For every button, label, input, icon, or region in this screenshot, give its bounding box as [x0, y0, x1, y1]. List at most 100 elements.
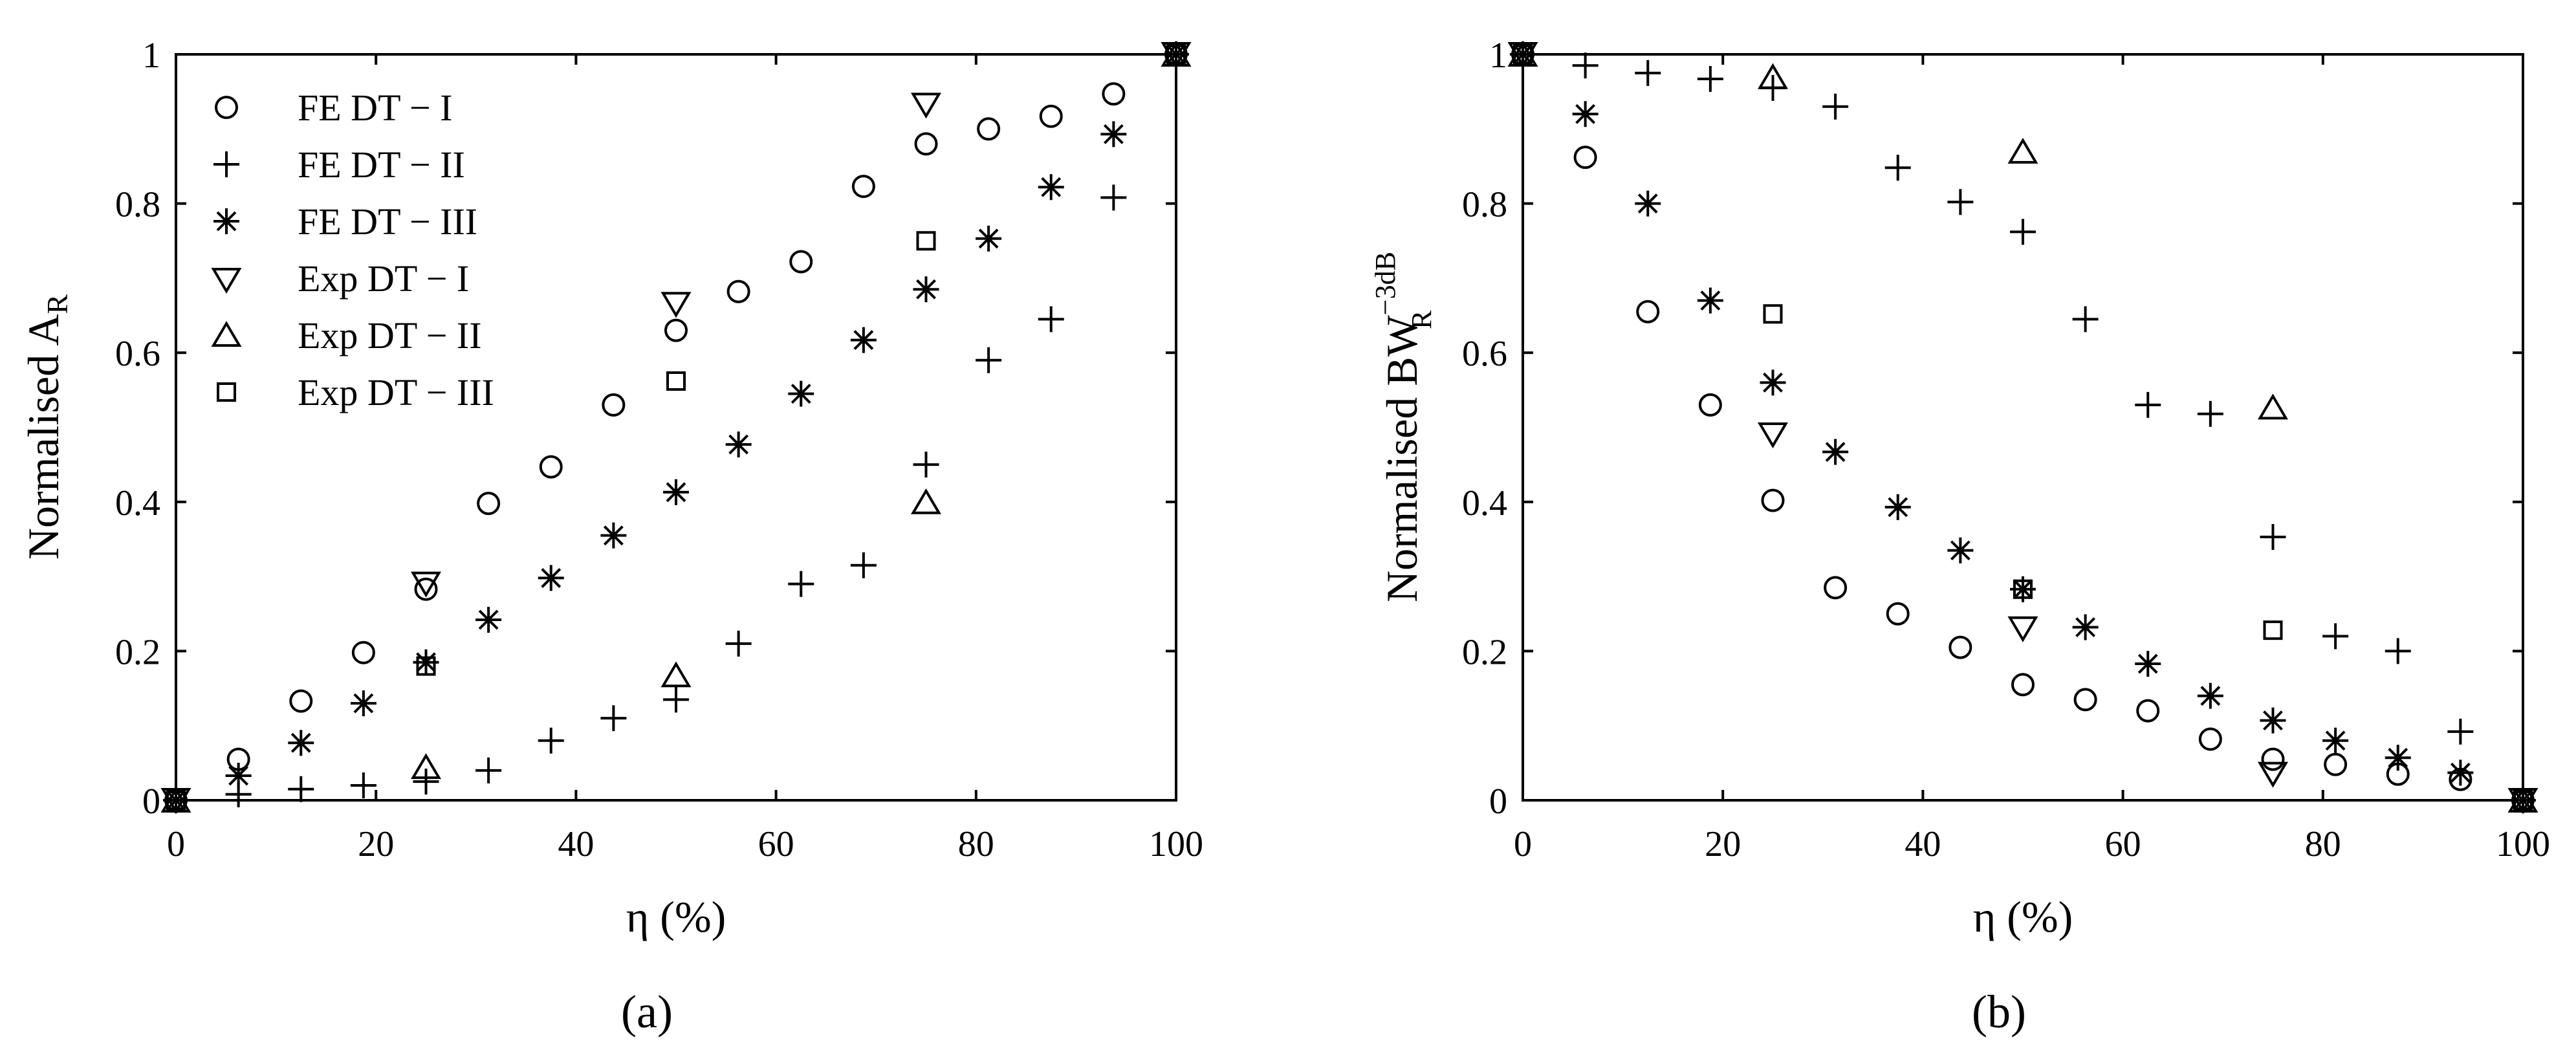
- data-point-square: [2513, 791, 2533, 810]
- data-point-plus: [350, 772, 377, 798]
- data-point-plus: [663, 686, 689, 713]
- x-axis-label-a: η (%): [626, 892, 726, 941]
- data-point-asterisk: [538, 565, 564, 591]
- y-axis-label-main-b: Normalised BW: [1377, 314, 1426, 602]
- data-point-asterisk: [413, 649, 439, 675]
- data-point-asterisk: [2072, 614, 2099, 640]
- data-point-square: [416, 656, 436, 676]
- data-point-plus: [1100, 184, 1127, 211]
- data-point-asterisk: [2010, 576, 2036, 602]
- y-tick-label: 0.8: [1462, 185, 1507, 225]
- data-point-triangle-up: [2258, 393, 2288, 420]
- legend-label-fe1: FE DT − I: [298, 87, 452, 129]
- data-point-circle: [2073, 688, 2097, 712]
- x-tick-label: 100: [1149, 824, 1203, 864]
- data-point-plus: [413, 769, 439, 795]
- data-point-asterisk: [1822, 439, 1849, 465]
- data-point-circle: [477, 492, 501, 516]
- y-tick-label: 1: [142, 36, 160, 76]
- data-point-triangle-up: [1507, 41, 1538, 67]
- data-point-plus: [1572, 52, 1599, 79]
- data-point-asterisk: [475, 606, 502, 633]
- series-asterisk: [163, 41, 1189, 813]
- data-point-triangle-down: [2258, 761, 2288, 788]
- legend: FE DT − I FE DT − II FE DT − III Exp DT …: [211, 87, 494, 413]
- data-point-triangle-up: [660, 661, 692, 688]
- data-point-asterisk: [788, 380, 814, 407]
- panel-b: 0 20 40 60 80 100 0 0.2 0.4 0.6 0.8 1 η (%) Normali…: [1370, 36, 2550, 1038]
- plot-frame-a: [175, 53, 1177, 802]
- data-point-circle: [2136, 699, 2160, 723]
- data-point-asterisk: [1947, 537, 1974, 563]
- data-point-circle: [1886, 602, 1910, 626]
- data-point-asterisk: [225, 762, 252, 789]
- data-point-circle: [1636, 300, 1660, 323]
- data-point-plus: [725, 630, 752, 657]
- data-point-circle: [1102, 82, 1126, 106]
- data-point-triangle-up: [1758, 63, 1788, 89]
- legend-label-fe2: FE DT − II: [298, 144, 465, 186]
- data-point-plus: [2322, 623, 2349, 650]
- data-point-asterisk: [600, 522, 627, 549]
- data-point-asterisk: [2385, 745, 2411, 771]
- data-point-circle: [602, 393, 626, 417]
- legend-entry-exp1: Exp DT − I: [211, 257, 469, 300]
- y-axis-label-main-a: Normalised A: [19, 314, 68, 560]
- data-point-plus: [538, 727, 564, 754]
- data-point-triangle-down: [2007, 616, 2038, 642]
- y-tick-label: 0.8: [115, 185, 160, 225]
- legend-entry-fe1: FE DT − I: [215, 87, 452, 129]
- data-point-asterisk: [1572, 101, 1599, 127]
- data-point-plus: [2385, 638, 2411, 664]
- data-point-asterisk: [1697, 287, 1723, 314]
- data-point-plus: [2197, 400, 2223, 427]
- data-point-square: [1166, 45, 1186, 64]
- data-point-plus: [1697, 66, 1723, 93]
- data-point-circle: [539, 455, 563, 479]
- panel-a: 0 20 40 60 80 100 0 0.2 0.4 0.6 0.8 1 η (%) Normali…: [19, 36, 1203, 1038]
- data-point-asterisk: [663, 479, 689, 505]
- data-point-triangle-up: [2507, 787, 2538, 813]
- data-point-asterisk: [350, 690, 377, 717]
- data-point-triangle-up: [911, 488, 941, 514]
- data-point-triangle-down: [911, 93, 941, 119]
- data-point-plus: [1884, 155, 1911, 181]
- panel-label-b: (b): [1972, 986, 2026, 1038]
- data-point-circle: [726, 279, 750, 303]
- legend-marker-circle: [215, 96, 238, 119]
- legend-marker-triangle-down: [211, 268, 242, 294]
- data-point-circle: [2324, 752, 2348, 776]
- series-triangle-up: [1507, 41, 2538, 813]
- data-point-plus: [1947, 189, 1974, 215]
- panel-label-a: (a): [621, 986, 673, 1038]
- data-point-circle: [1573, 146, 1597, 170]
- data-point-circle: [977, 117, 1001, 141]
- y-tick-label: 0.4: [1462, 483, 1507, 523]
- data-point-asterisk: [1510, 41, 1536, 67]
- data-point-asterisk: [2135, 651, 2161, 677]
- legend-entry-fe3: FE DT − III: [213, 201, 477, 243]
- data-point-plus: [2135, 391, 2161, 418]
- x-tick-label: 40: [1905, 824, 1941, 864]
- y-tick-label: 0: [142, 782, 160, 822]
- data-point-circle: [351, 640, 375, 664]
- legend-label-exp3: Exp DT − III: [298, 371, 494, 413]
- legend-entry-fe2: FE DT − II: [213, 144, 465, 186]
- data-point-triangle-down: [411, 571, 441, 598]
- data-point-square: [666, 371, 686, 391]
- data-point-plus: [1038, 306, 1064, 333]
- axis-ticks-b: 0 20 40 60 80 100 0 0.2 0.4 0.6 0.8 1: [1462, 36, 2550, 864]
- data-point-triangle-up: [411, 753, 441, 780]
- data-point-asterisk: [850, 327, 877, 353]
- data-point-plus: [475, 757, 502, 783]
- series-square: [166, 45, 1186, 810]
- legend-entry-exp2: Exp DT − II: [211, 314, 482, 356]
- data-point-asterisk: [288, 730, 314, 756]
- y-tick-label: 0.4: [115, 483, 160, 523]
- y-tick-label: 0: [1489, 782, 1507, 822]
- data-point-circle: [2011, 673, 2035, 697]
- data-point-square: [2263, 620, 2283, 640]
- x-tick-label: 80: [958, 824, 994, 864]
- data-point-asterisk: [1038, 174, 1064, 201]
- data-point-asterisk: [2197, 683, 2223, 709]
